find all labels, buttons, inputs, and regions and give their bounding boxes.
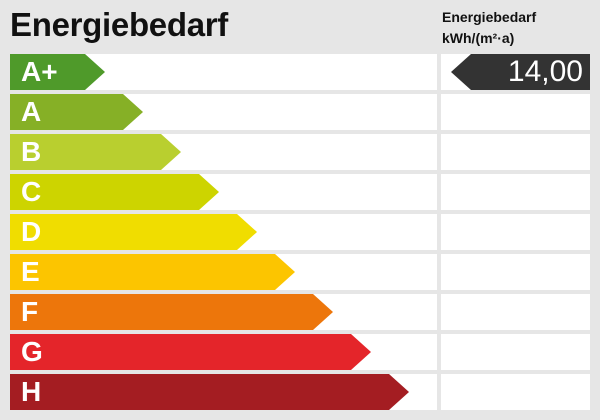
value-cell: [441, 214, 590, 250]
energy-class-row: C: [10, 174, 437, 210]
value-cell: [441, 254, 590, 290]
energy-class-row: H: [10, 374, 437, 410]
energy-class-label: B: [21, 136, 42, 167]
marker-value: 14,00: [507, 55, 583, 88]
energy-class-row: B: [10, 134, 437, 170]
energy-class-bar: H: [10, 374, 409, 410]
energy-class-row: A: [10, 94, 437, 130]
energy-class-label: C: [21, 176, 42, 207]
page-title: Energiebedarf: [10, 6, 228, 43]
value-cell: [441, 334, 590, 370]
energy-class-bar: A: [10, 94, 143, 130]
value-cell: [441, 374, 590, 410]
energy-class-bar: E: [10, 254, 295, 290]
energy-class-bar: D: [10, 214, 257, 250]
energy-class-row: A+: [10, 54, 437, 90]
energy-class-bar: F: [10, 294, 333, 330]
value-header-label: Energiebedarf: [442, 9, 537, 25]
energy-class-label: H: [21, 376, 42, 407]
value-cell: [441, 174, 590, 210]
energy-class-bar: G: [10, 334, 371, 370]
energy-class-bar: A+: [10, 54, 105, 90]
value-marker: 14,00: [451, 54, 590, 90]
energy-class-row: G: [10, 334, 437, 370]
energy-class-label: F: [21, 296, 39, 327]
energy-class-label: E: [21, 256, 40, 287]
value-cell: [441, 134, 590, 170]
value-cell: [441, 294, 590, 330]
energy-class-label: A+: [21, 56, 58, 87]
value-cell: 14,00: [441, 54, 590, 90]
energy-class-row: E: [10, 254, 437, 290]
value-cell: [441, 94, 590, 130]
energy-class-row: D: [10, 214, 437, 250]
energy-class-bar: B: [10, 134, 181, 170]
value-column-header: Energiebedarf kWh/(m²·a): [442, 7, 536, 49]
energy-class-label: D: [21, 216, 42, 247]
value-header-unit: kWh/(m²·a): [442, 30, 515, 46]
energy-class-label: A: [21, 96, 42, 127]
energy-class-bar: C: [10, 174, 219, 210]
energy-class-label: G: [21, 336, 43, 367]
energy-class-row: F: [10, 294, 437, 330]
